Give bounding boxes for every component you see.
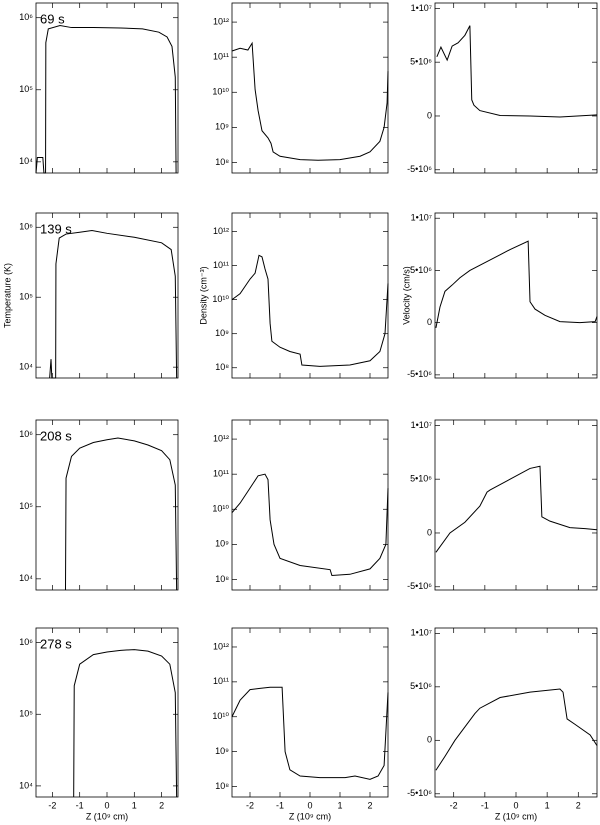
y-tick-label: 10¹⁰	[212, 504, 229, 514]
y-tick-label: 10¹¹	[213, 260, 229, 270]
y-tick-label: 10⁴	[19, 573, 33, 583]
annotation: 69 s	[40, 11, 65, 26]
y-tick-label: 10⁹	[215, 746, 229, 756]
y-tick-label: 10⁶	[19, 429, 33, 439]
x-axis-label: Z (10⁹ cm)	[289, 811, 331, 821]
plot-frame	[231, 419, 389, 591]
plot-frame	[231, 627, 389, 798]
y-tick-label: -5•10⁶	[407, 164, 432, 174]
x-tick-label: -2	[450, 800, 458, 810]
y-tick-label: 10¹¹	[213, 676, 229, 686]
plot-frame	[434, 212, 598, 379]
y-tick-label: 1•10⁷	[411, 3, 432, 13]
y-tick-label: 10¹⁰	[212, 87, 229, 97]
annotation: 278 s	[40, 636, 72, 651]
data-line	[231, 41, 389, 161]
plot-frame	[434, 2, 598, 174]
x-tick-label: 1	[545, 800, 550, 810]
y-tick-label: 10⁹	[215, 539, 229, 549]
y-tick-label: 1•10⁷	[411, 628, 432, 638]
y-tick-label: 10⁴	[19, 362, 33, 372]
data-line	[35, 24, 177, 174]
x-tick-label: 2	[576, 800, 581, 810]
y-tick-label: 5•10⁶	[410, 265, 432, 275]
y-tick-label: 10⁹	[215, 328, 229, 338]
data-line	[73, 649, 178, 798]
annotation: 208 s	[40, 428, 72, 443]
x-tick-label: 0	[307, 800, 312, 810]
y-tick-label: 10¹¹	[213, 52, 229, 62]
plot-frame	[434, 627, 598, 798]
data-line	[64, 437, 178, 591]
y-tick-label: 10¹²	[213, 226, 229, 236]
x-tick-label: 0	[513, 800, 518, 810]
plot-frame	[35, 2, 179, 174]
y-tick-label: 5•10⁶	[410, 474, 432, 484]
plot-frame	[434, 419, 598, 591]
x-axis-label: Z (10⁹ cm)	[495, 811, 537, 821]
y-tick-label: 10⁶	[19, 12, 33, 22]
y-tick-label: 10¹¹	[213, 469, 229, 479]
y-tick-label: 0	[427, 527, 432, 537]
y-tick-label: 0	[427, 317, 432, 327]
y-tick-label: 10⁸	[215, 362, 229, 372]
y-tick-label: 10⁴	[19, 780, 33, 790]
y-tick-label: -5•10⁶	[407, 788, 432, 798]
y-tick-label: 10¹²	[213, 433, 229, 443]
x-tick-label: 1	[132, 800, 137, 810]
y-tick-label: 5•10⁶	[410, 681, 432, 691]
y-tick-label: 10¹²	[213, 16, 229, 26]
x-axis-label: Z (10⁹ cm)	[86, 811, 128, 821]
y-tick-label: 1•10⁷	[411, 420, 432, 430]
y-tick-label: -5•10⁶	[407, 581, 432, 591]
plot-frame	[35, 419, 179, 591]
y-tick-label: 10⁵	[19, 709, 33, 719]
data-line	[435, 688, 598, 771]
data-line	[231, 473, 389, 576]
x-tick-label: -2	[246, 800, 254, 810]
x-tick-label: 2	[367, 800, 372, 810]
y-tick-label: -5•10⁶	[407, 369, 432, 379]
plot-frame	[231, 212, 389, 379]
y-tick-label: 10⁸	[215, 574, 229, 584]
data-line	[435, 240, 598, 328]
y-tick-label: 10⁶	[19, 637, 33, 647]
y-tick-label: 10⁹	[215, 122, 229, 132]
data-line	[49, 229, 178, 379]
y-tick-label: 10⁵	[19, 84, 33, 94]
annotation: 139 s	[40, 221, 72, 236]
y-tick-label: 0	[427, 110, 432, 120]
y-tick-label: 10⁵	[19, 292, 33, 302]
x-tick-label: -1	[481, 800, 489, 810]
data-line	[231, 686, 389, 780]
y-tick-label: 10⁴	[19, 156, 33, 166]
y-axis-label: Density (cm⁻³)	[198, 266, 208, 324]
y-tick-label: 10⁵	[19, 501, 33, 511]
data-line	[231, 254, 389, 367]
y-tick-label: 10⁶	[19, 222, 33, 232]
plot-frame	[35, 627, 179, 798]
y-tick-label: 5•10⁶	[410, 57, 432, 67]
x-tick-label: 0	[104, 800, 109, 810]
x-tick-label: 1	[337, 800, 342, 810]
data-line	[436, 25, 598, 118]
x-tick-label: -1	[276, 800, 284, 810]
y-tick-label: 0	[427, 735, 432, 745]
plot-frame	[35, 212, 179, 379]
x-tick-label: -2	[48, 800, 56, 810]
x-tick-label: 2	[159, 800, 164, 810]
x-tick-label: -1	[76, 800, 84, 810]
y-tick-label: 10⁸	[215, 781, 229, 791]
y-axis-label: Temperature (K)	[2, 263, 12, 328]
y-tick-label: 1•10⁷	[411, 213, 432, 223]
y-tick-label: 10¹⁰	[212, 711, 229, 721]
y-axis-label: Velocity (cm/s)	[401, 266, 411, 325]
y-tick-label: 10⁸	[215, 157, 229, 167]
y-tick-label: 10¹⁰	[212, 294, 229, 304]
y-tick-label: 10¹²	[213, 641, 229, 651]
data-line	[435, 465, 598, 553]
